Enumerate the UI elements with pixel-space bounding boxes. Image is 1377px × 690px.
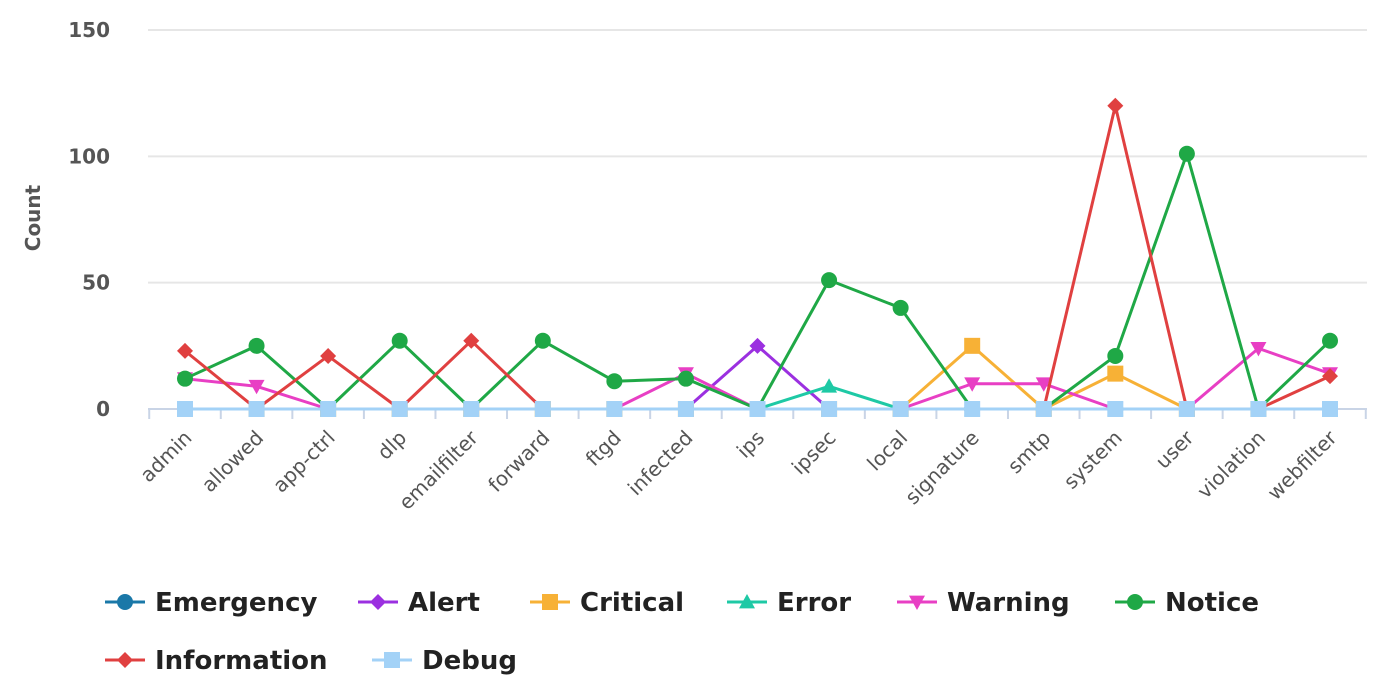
data-point-debug (177, 401, 193, 417)
data-point-debug (1250, 401, 1267, 417)
data-point-notice (1322, 332, 1338, 349)
legend-item-alert: Alert (358, 588, 480, 618)
x-tick-label: forward (483, 426, 554, 497)
legend-label: Debug (422, 646, 517, 676)
legend: Emergency Alert Critical Error Warning Notice… (105, 588, 1259, 676)
legend-label: Emergency (155, 588, 317, 618)
y-tick-label: 0 (96, 397, 110, 421)
x-tick-label: user (1151, 425, 1199, 473)
data-point-debug (677, 401, 694, 417)
legend-item-critical: Critical (530, 588, 684, 618)
data-point-debug (1322, 401, 1338, 417)
data-point-debug (606, 401, 623, 417)
y-axis-label: Count (21, 184, 45, 251)
legend-marker (909, 595, 925, 610)
data-point-debug (534, 401, 551, 417)
legend-item-emergency: Emergency (105, 588, 317, 618)
data-point-notice (677, 370, 694, 387)
x-tick-label: app-ctrl (268, 426, 340, 498)
legend-marker (384, 652, 400, 668)
legend-item-warning: Warning (897, 588, 1070, 618)
legend-label: Alert (408, 588, 480, 618)
x-tick-label: local (862, 426, 912, 476)
x-tick-label: system (1059, 426, 1127, 494)
data-point-debug (892, 401, 909, 417)
legend-item-notice: Notice (1115, 588, 1259, 618)
legend-marker (117, 594, 133, 610)
data-point-alert (749, 337, 766, 354)
data-point-information (320, 347, 337, 364)
data-point-information (1107, 97, 1124, 114)
data-point-notice (534, 332, 551, 349)
x-tick-label: ipsec (787, 426, 841, 480)
series-debug (177, 401, 1338, 417)
data-point-error (821, 378, 838, 393)
x-tick-label: emailfilter (394, 425, 483, 514)
data-point-warning (248, 379, 265, 395)
data-point-notice (821, 272, 838, 289)
legend-marker (1127, 594, 1143, 610)
data-point-debug (248, 401, 265, 417)
y-axis: 0 50 100 150 (68, 18, 110, 421)
data-point-debug (1107, 401, 1124, 417)
x-tick-label: dlp (372, 426, 411, 465)
legend-label: Critical (580, 588, 684, 618)
y-tick-label: 50 (82, 271, 110, 295)
y-tick-label: 100 (68, 144, 110, 168)
x-tick-label: violation (1192, 426, 1270, 504)
data-point-debug (1178, 401, 1195, 417)
data-point-information (1322, 368, 1338, 385)
data-point-notice (177, 370, 193, 387)
x-tick-label: signature (900, 426, 984, 510)
legend-item-error: Error (727, 588, 851, 618)
legend-label: Error (777, 588, 851, 618)
data-point-information (177, 342, 193, 359)
data-point-debug (1035, 401, 1052, 417)
data-point-warning (964, 377, 981, 392)
legend-marker (542, 594, 558, 610)
data-point-critical (964, 337, 981, 354)
legend-label: Warning (947, 588, 1070, 618)
series-notice (177, 145, 1338, 417)
legend-item-information: Information (105, 646, 328, 676)
data-point-information (463, 332, 480, 349)
data-point-debug (821, 401, 838, 417)
y-tick-label: 150 (68, 18, 110, 42)
data-point-debug (463, 401, 480, 417)
legend-marker (117, 652, 133, 668)
x-tick-label: admin (135, 426, 196, 487)
x-tick-label: allowed (197, 426, 268, 497)
x-tick-label: smtp (1003, 426, 1056, 479)
data-point-warning (1035, 377, 1052, 392)
x-tick-label: infected (623, 426, 698, 501)
legend-marker (739, 594, 755, 609)
series-information (177, 97, 1338, 417)
legend-item-debug: Debug (372, 646, 517, 676)
legend-label: Information (155, 646, 328, 676)
data-point-notice (1178, 145, 1195, 162)
data-point-notice (1107, 347, 1124, 364)
data-point-notice (892, 299, 909, 316)
data-point-critical (1107, 365, 1124, 382)
data-point-notice (606, 373, 623, 390)
data-point-notice (248, 337, 265, 354)
x-tick-label: ftgd (581, 426, 626, 471)
data-point-debug (391, 401, 408, 417)
legend-label: Notice (1165, 588, 1259, 618)
data-point-notice (391, 332, 408, 349)
data-point-debug (320, 401, 337, 417)
legend-marker (370, 594, 386, 610)
data-point-debug (749, 401, 766, 417)
data-point-warning (1250, 341, 1267, 357)
x-tick-label: webfilter (1262, 425, 1342, 505)
series-lines (177, 97, 1338, 417)
x-tick-label: ips (732, 426, 769, 463)
series-line-information (184, 104, 1331, 411)
gridlines (148, 29, 1367, 284)
data-point-debug (964, 401, 981, 417)
